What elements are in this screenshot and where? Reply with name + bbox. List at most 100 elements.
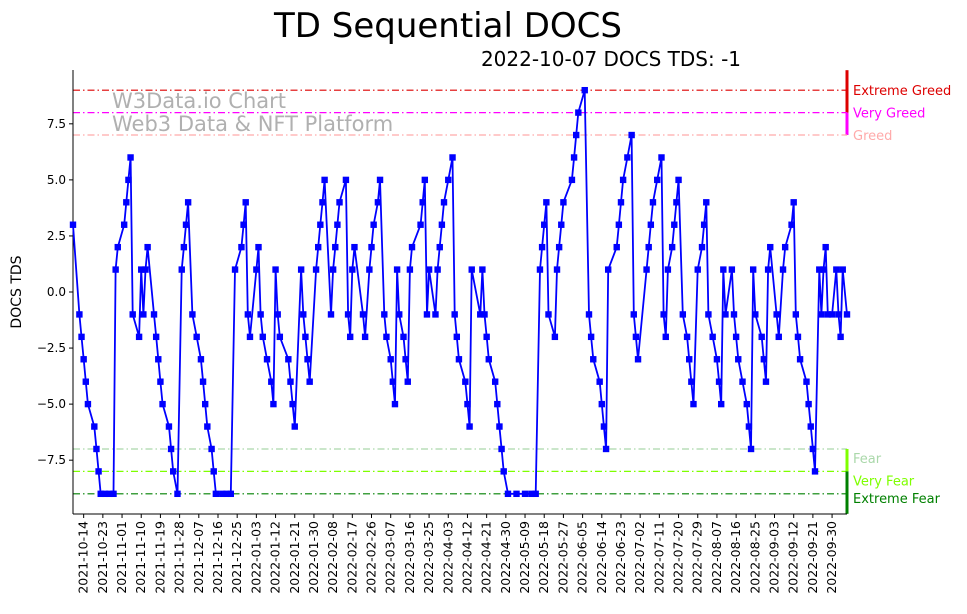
y-tick-label: 7.5 (47, 117, 66, 131)
data-point (101, 490, 109, 498)
x-tick-label: 2022-04-30 (498, 521, 513, 594)
data-point (334, 221, 341, 228)
data-point (306, 378, 313, 385)
data-point (628, 131, 635, 139)
data-point (227, 490, 234, 498)
data-point (259, 333, 266, 341)
data-point (835, 311, 842, 318)
x-tick-label: 2022-07-02 (632, 521, 647, 594)
data-point (82, 378, 89, 385)
data-point (387, 356, 394, 363)
data-point (125, 176, 132, 184)
data-point (598, 400, 605, 408)
data-point (91, 423, 98, 430)
data-point (745, 423, 753, 430)
data-point (481, 311, 488, 318)
data-point (120, 221, 128, 228)
x-tick-label: 2021-11-19 (152, 521, 167, 594)
level-label: Very Fear (853, 474, 915, 489)
data-point (178, 266, 185, 273)
data-point (129, 311, 136, 318)
data-point (822, 243, 829, 251)
data-point (300, 311, 307, 318)
data-point (391, 400, 399, 408)
data-point (69, 221, 77, 228)
data-point (720, 266, 727, 273)
data-point (84, 400, 92, 408)
data-point (820, 266, 827, 273)
data-point (779, 266, 787, 273)
data-point (159, 400, 166, 408)
data-point (144, 243, 151, 251)
data-point (80, 356, 87, 363)
data-point (818, 311, 825, 318)
data-point (449, 154, 456, 161)
data-point (532, 490, 539, 498)
data-point (632, 333, 640, 341)
data-point (491, 378, 499, 385)
data-point (376, 176, 384, 184)
data-point (730, 311, 738, 318)
data-point (445, 176, 452, 184)
data-point (660, 311, 667, 318)
data-point (438, 221, 446, 228)
watermark-line-2: Web3 Data & NFT Platform (112, 112, 393, 136)
data-point (406, 266, 414, 273)
x-tick-label: 2022-06-23 (613, 521, 628, 594)
data-point (703, 199, 710, 206)
data-point (417, 221, 424, 228)
data-point (722, 311, 729, 318)
data-point (381, 311, 388, 318)
data-point (349, 266, 356, 273)
data-point (199, 378, 207, 385)
data-point (123, 199, 130, 206)
level-label: Greed (853, 129, 892, 144)
data-point (304, 356, 311, 363)
x-tick-label: 2022-05-18 (536, 521, 551, 594)
x-tick-label: 2022-01-21 (287, 521, 302, 594)
data-point (240, 221, 247, 228)
data-point (683, 333, 691, 341)
x-tick-label: 2022-09-30 (824, 521, 839, 594)
data-point (705, 311, 712, 318)
data-point (828, 311, 836, 318)
data-point (204, 423, 211, 430)
data-point (500, 468, 507, 475)
data-point (453, 333, 461, 341)
level-label: Very Greed (853, 107, 925, 122)
x-tick-label: 2022-01-12 (268, 521, 283, 594)
level-label: Fear (853, 452, 882, 467)
data-point (451, 311, 458, 318)
data-point (400, 333, 407, 341)
x-tick-label: 2022-03-07 (383, 521, 398, 594)
data-point (568, 176, 576, 184)
data-point (76, 311, 83, 318)
data-point (833, 266, 840, 273)
x-tick-label: 2022-01-30 (306, 521, 321, 594)
data-point (613, 243, 620, 251)
data-point (794, 333, 802, 341)
x-tick-label: 2022-05-27 (555, 521, 570, 594)
data-point (287, 378, 294, 385)
data-point (843, 311, 851, 318)
data-point (97, 490, 104, 498)
data-point (624, 154, 631, 161)
data-point (257, 311, 264, 318)
data-point (679, 311, 687, 318)
data-point (698, 243, 706, 251)
data-point (658, 154, 665, 161)
data-point (182, 221, 190, 228)
data-point (201, 400, 209, 408)
data-point (127, 154, 134, 161)
data-point (700, 221, 708, 228)
y-tick-label: 5.0 (47, 173, 66, 187)
data-point (231, 266, 239, 273)
axes: −7.5 −5.0 −2.5 0.0 2.5 5.0 7.5 2021-10-14 2021-1… (37, 70, 847, 594)
data-point (555, 243, 563, 251)
data-point (553, 266, 561, 273)
data-point (587, 333, 595, 341)
data-point (762, 378, 770, 385)
data-point (423, 311, 431, 318)
